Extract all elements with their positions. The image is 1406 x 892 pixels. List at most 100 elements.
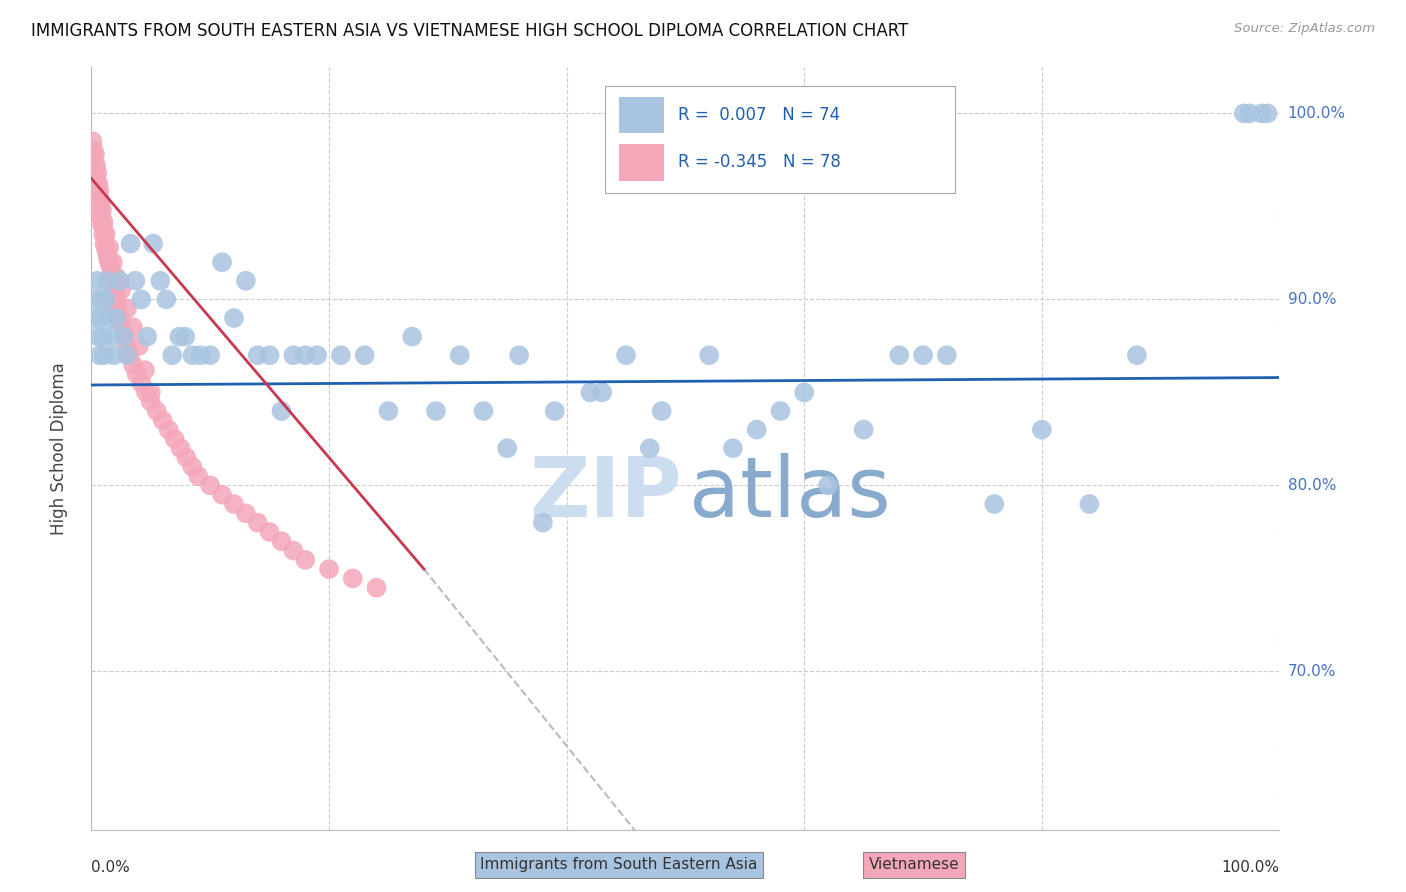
Point bbox=[889, 348, 911, 362]
Point bbox=[108, 274, 131, 288]
Point bbox=[472, 404, 495, 418]
Point bbox=[86, 274, 108, 288]
Text: ZIP: ZIP bbox=[530, 453, 682, 534]
Point bbox=[105, 311, 128, 326]
Point bbox=[100, 259, 122, 273]
Point bbox=[283, 348, 305, 362]
Point bbox=[139, 385, 162, 400]
Point bbox=[114, 329, 136, 343]
Point bbox=[129, 376, 152, 391]
Point bbox=[84, 159, 107, 173]
Point bbox=[614, 348, 637, 362]
Point bbox=[935, 348, 957, 362]
Point bbox=[98, 255, 121, 269]
Point bbox=[91, 218, 114, 232]
Point bbox=[342, 571, 364, 585]
Point bbox=[93, 348, 115, 362]
Point bbox=[101, 255, 124, 269]
Point bbox=[129, 293, 152, 307]
Point bbox=[107, 301, 129, 316]
Point bbox=[89, 348, 111, 362]
Point bbox=[169, 329, 191, 343]
Point bbox=[1233, 106, 1256, 120]
Y-axis label: High School Diploma: High School Diploma bbox=[49, 362, 67, 534]
Point bbox=[259, 348, 281, 362]
Point bbox=[181, 348, 204, 362]
Point bbox=[83, 153, 105, 167]
FancyBboxPatch shape bbox=[619, 144, 664, 180]
Point bbox=[160, 348, 183, 362]
Point bbox=[769, 404, 792, 418]
Point bbox=[98, 311, 121, 326]
Point bbox=[318, 562, 340, 576]
Point bbox=[1250, 106, 1272, 120]
Point bbox=[852, 423, 875, 437]
Point bbox=[101, 270, 124, 285]
Point bbox=[246, 516, 269, 530]
Point bbox=[531, 516, 554, 530]
Point bbox=[105, 293, 128, 307]
Point bbox=[91, 227, 114, 242]
Point bbox=[145, 404, 167, 418]
Point bbox=[152, 413, 174, 427]
Point bbox=[84, 171, 107, 186]
Point bbox=[94, 293, 117, 307]
Point bbox=[134, 363, 156, 377]
Point bbox=[200, 478, 222, 492]
Point bbox=[91, 293, 114, 307]
FancyBboxPatch shape bbox=[619, 96, 664, 133]
Point bbox=[86, 181, 108, 195]
Text: Immigrants from South Eastern Asia: Immigrants from South Eastern Asia bbox=[479, 857, 758, 872]
Text: Source: ZipAtlas.com: Source: ZipAtlas.com bbox=[1234, 22, 1375, 36]
Point bbox=[89, 199, 111, 213]
Text: IMMIGRANTS FROM SOUTH EASTERN ASIA VS VIETNAMESE HIGH SCHOOL DIPLOMA CORRELATION: IMMIGRANTS FROM SOUTH EASTERN ASIA VS VI… bbox=[31, 22, 908, 40]
Point bbox=[91, 214, 114, 228]
Point bbox=[544, 404, 567, 418]
Point bbox=[115, 348, 138, 362]
Point bbox=[211, 488, 233, 502]
Point bbox=[103, 348, 125, 362]
Point bbox=[353, 348, 375, 362]
Point bbox=[86, 181, 108, 195]
Point bbox=[793, 385, 815, 400]
Point bbox=[115, 301, 138, 316]
Point bbox=[246, 348, 269, 362]
Point bbox=[84, 171, 107, 186]
Point bbox=[111, 320, 134, 334]
Point bbox=[697, 348, 720, 362]
Text: 0.0%: 0.0% bbox=[91, 860, 131, 875]
Point bbox=[87, 329, 110, 343]
Point bbox=[190, 348, 212, 362]
Point bbox=[89, 185, 111, 199]
Point bbox=[745, 423, 768, 437]
Point bbox=[163, 432, 186, 446]
Point bbox=[84, 311, 107, 326]
Point bbox=[122, 320, 145, 334]
Point bbox=[270, 534, 292, 549]
Point bbox=[235, 274, 257, 288]
Point bbox=[1126, 348, 1149, 362]
Point bbox=[124, 274, 146, 288]
Point bbox=[591, 385, 613, 400]
Point bbox=[307, 348, 329, 362]
Point bbox=[94, 240, 117, 254]
Point bbox=[142, 236, 165, 251]
Point bbox=[91, 218, 114, 232]
Point bbox=[108, 311, 131, 326]
Text: 100.0%: 100.0% bbox=[1288, 106, 1346, 121]
Point bbox=[294, 348, 316, 362]
Point bbox=[425, 404, 447, 418]
Point bbox=[259, 524, 281, 539]
Point bbox=[449, 348, 471, 362]
Point bbox=[122, 358, 145, 372]
Point bbox=[128, 339, 150, 353]
Point bbox=[157, 423, 180, 437]
Point bbox=[91, 329, 114, 343]
Point bbox=[90, 311, 112, 326]
Text: 100.0%: 100.0% bbox=[1222, 860, 1279, 875]
Point bbox=[149, 274, 172, 288]
Point bbox=[120, 236, 142, 251]
Point bbox=[983, 497, 1005, 511]
Point bbox=[93, 236, 115, 251]
Text: 90.0%: 90.0% bbox=[1288, 292, 1336, 307]
